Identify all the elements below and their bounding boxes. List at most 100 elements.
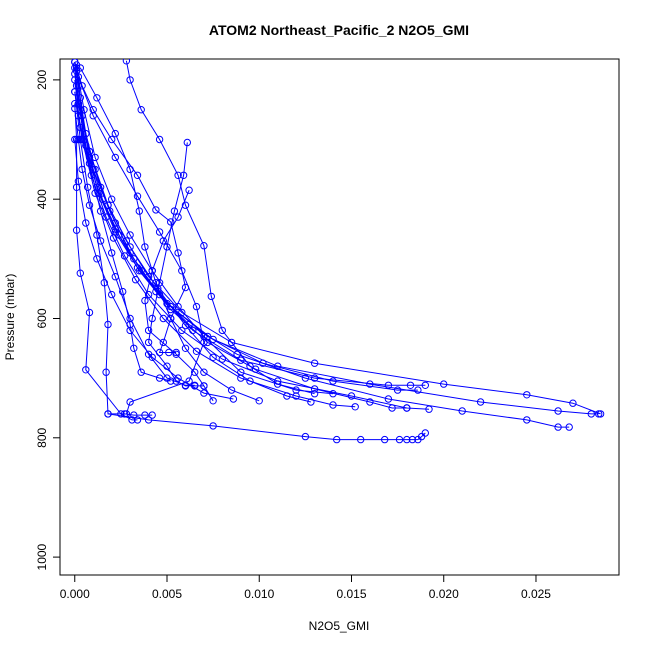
series-line bbox=[74, 91, 153, 416]
x-tick-label: 0.010 bbox=[244, 587, 274, 601]
data-point bbox=[310, 390, 319, 398]
data-point bbox=[108, 135, 116, 144]
data-point bbox=[137, 106, 145, 114]
data-point bbox=[174, 213, 182, 221]
data-point bbox=[310, 374, 319, 382]
series-line bbox=[74, 61, 426, 386]
data-point bbox=[167, 377, 175, 385]
data-point bbox=[393, 386, 402, 394]
data-point bbox=[554, 407, 562, 415]
data-point bbox=[108, 195, 116, 203]
series-line bbox=[74, 139, 234, 400]
series-3 bbox=[71, 64, 603, 418]
data-point bbox=[72, 226, 81, 234]
series-1 bbox=[71, 59, 429, 389]
data-point bbox=[133, 192, 142, 200]
series-line bbox=[148, 142, 204, 387]
data-point bbox=[181, 344, 190, 352]
data-point bbox=[131, 276, 140, 284]
data-point bbox=[406, 381, 415, 389]
data-point bbox=[209, 422, 217, 430]
data-point bbox=[307, 398, 315, 406]
data-point bbox=[388, 404, 396, 412]
data-point bbox=[283, 392, 291, 400]
data-point bbox=[135, 207, 144, 215]
data-point bbox=[333, 435, 341, 444]
data-point bbox=[126, 326, 134, 335]
x-axis-label: N2O5_GMI bbox=[309, 619, 370, 633]
data-point bbox=[85, 201, 94, 209]
data-point bbox=[167, 218, 175, 226]
data-point bbox=[554, 423, 562, 431]
series-layer bbox=[71, 59, 605, 444]
series-line bbox=[125, 60, 315, 395]
series-19 bbox=[71, 104, 199, 389]
data-point bbox=[227, 386, 236, 394]
data-point bbox=[329, 377, 337, 385]
data-point bbox=[104, 320, 112, 329]
data-point bbox=[366, 380, 374, 388]
x-tick-label: 0.005 bbox=[152, 587, 182, 601]
x-tick-label: 0.015 bbox=[336, 587, 366, 601]
data-point bbox=[174, 249, 182, 257]
series-line bbox=[77, 115, 171, 382]
data-point bbox=[569, 399, 577, 407]
data-point bbox=[78, 82, 86, 90]
data-point bbox=[141, 243, 149, 251]
data-point bbox=[126, 76, 134, 84]
data-point bbox=[178, 326, 186, 335]
data-point bbox=[191, 381, 199, 389]
data-point bbox=[181, 201, 190, 209]
data-point bbox=[78, 165, 86, 174]
data-point bbox=[133, 416, 142, 424]
data-point bbox=[357, 435, 365, 444]
series-2 bbox=[72, 61, 605, 418]
data-point bbox=[403, 404, 411, 412]
data-point bbox=[96, 207, 105, 215]
x-tick-label: 0.020 bbox=[429, 587, 459, 601]
data-point bbox=[130, 411, 138, 419]
y-tick-label: 800 bbox=[35, 427, 49, 447]
data-point bbox=[329, 401, 337, 409]
series-line bbox=[77, 103, 312, 403]
data-point bbox=[200, 368, 208, 376]
data-point bbox=[395, 435, 404, 444]
y-tick-label: 600 bbox=[35, 308, 49, 328]
series-15 bbox=[122, 59, 319, 398]
data-point bbox=[126, 398, 134, 406]
data-point bbox=[329, 390, 337, 398]
data-point bbox=[85, 308, 94, 317]
data-point bbox=[111, 129, 120, 138]
series-16 bbox=[71, 59, 190, 357]
data-point bbox=[381, 435, 389, 444]
data-point bbox=[246, 377, 254, 385]
data-point bbox=[159, 237, 168, 245]
data-point bbox=[207, 292, 216, 301]
series-7 bbox=[72, 82, 411, 412]
data-point bbox=[137, 368, 145, 376]
data-point bbox=[237, 356, 245, 364]
y-tick-label: 400 bbox=[35, 189, 49, 209]
data-point bbox=[82, 219, 90, 227]
series-line bbox=[74, 73, 418, 391]
series-18 bbox=[141, 186, 217, 405]
data-point bbox=[170, 207, 179, 215]
data-point bbox=[128, 416, 136, 424]
data-point bbox=[192, 302, 201, 311]
series-line bbox=[76, 85, 407, 409]
data-point bbox=[148, 314, 156, 323]
data-point bbox=[403, 435, 411, 444]
data-point bbox=[84, 183, 92, 192]
data-point bbox=[122, 59, 131, 65]
data-point bbox=[255, 397, 263, 405]
data-point bbox=[229, 395, 238, 403]
data-point bbox=[85, 159, 94, 168]
series-5 bbox=[71, 70, 422, 394]
data-point bbox=[148, 267, 156, 275]
data-point bbox=[301, 374, 310, 382]
data-point bbox=[80, 106, 88, 114]
data-point bbox=[523, 416, 531, 424]
data-point bbox=[155, 228, 164, 236]
data-point bbox=[366, 398, 374, 406]
